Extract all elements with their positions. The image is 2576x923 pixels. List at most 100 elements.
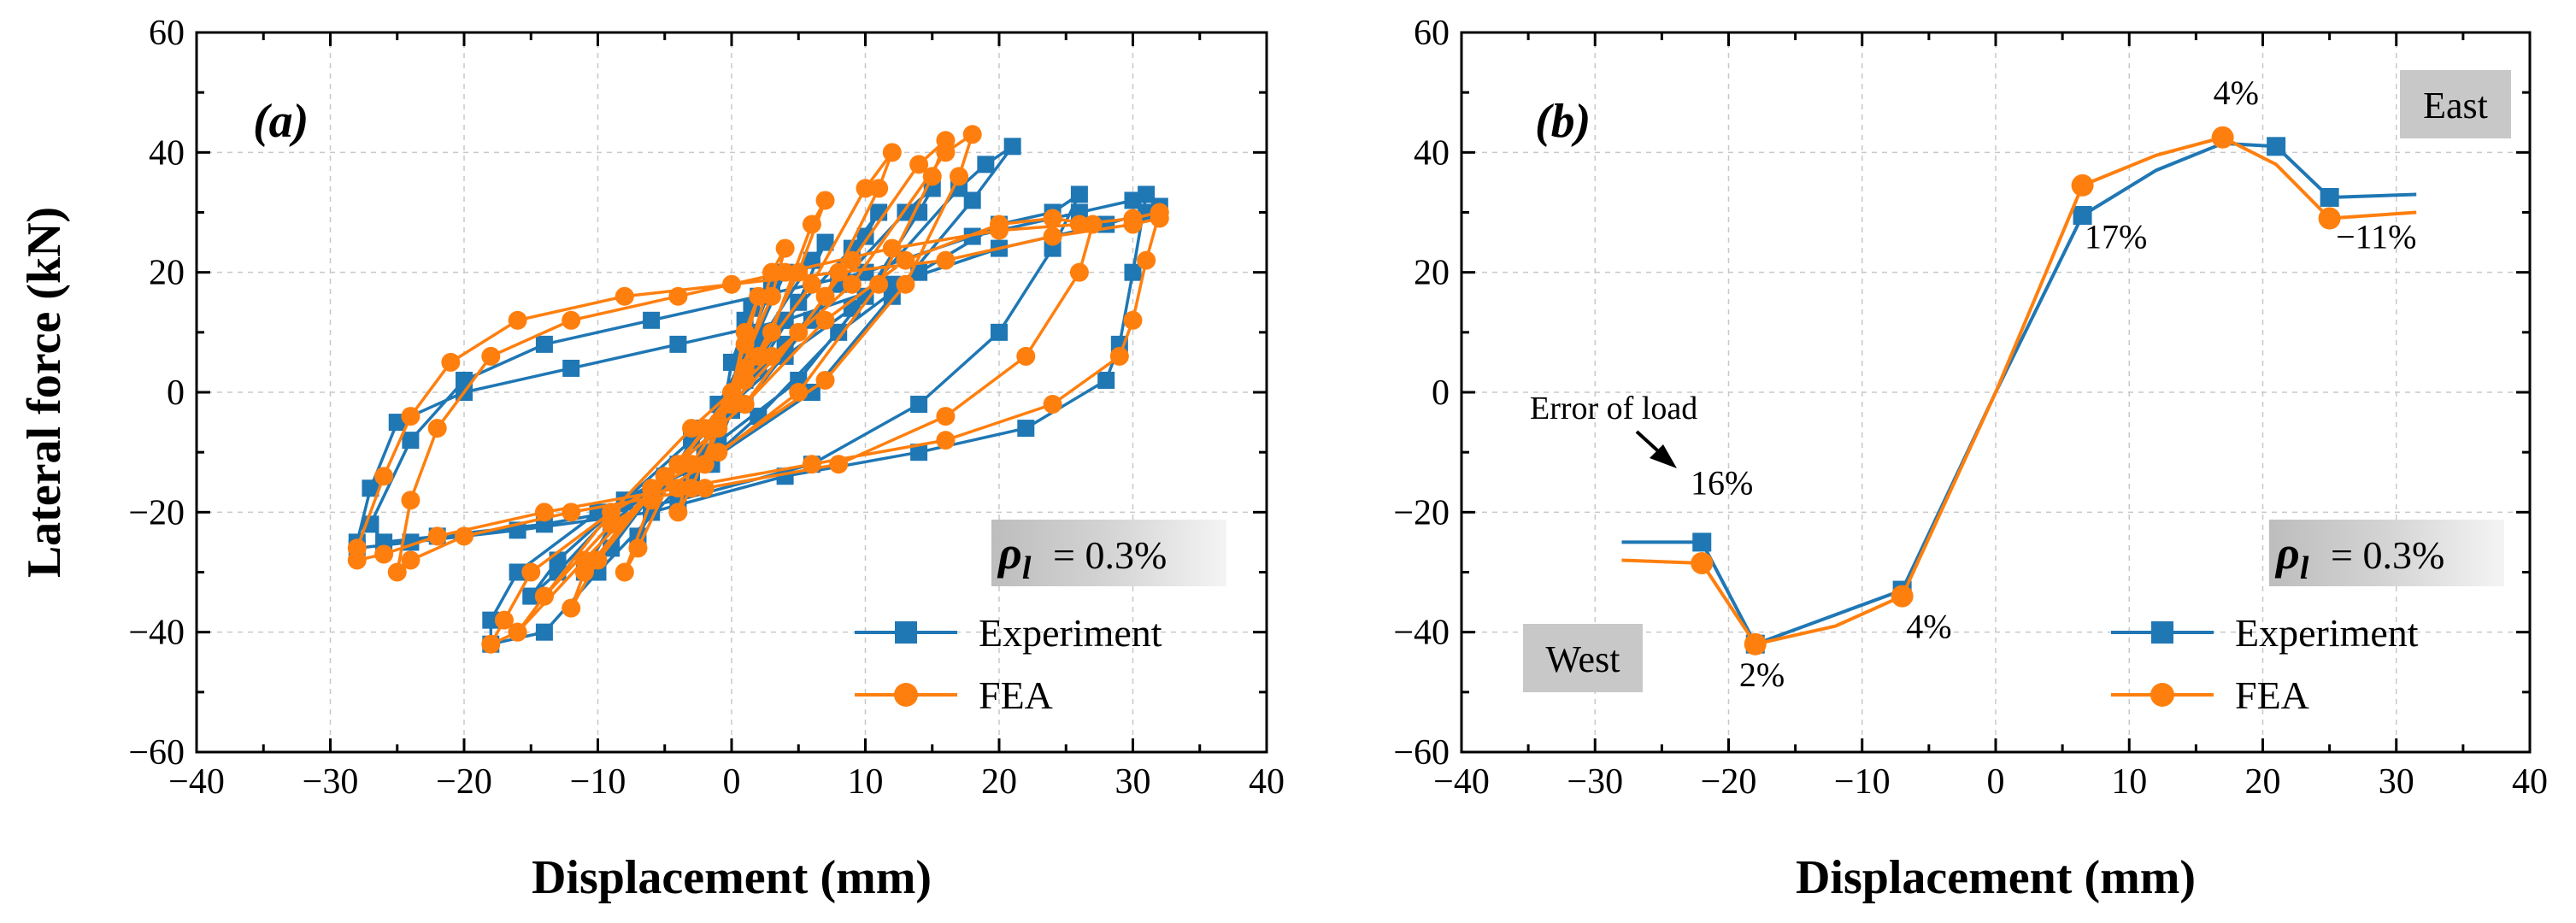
error-note-arrow-head <box>1650 444 1677 468</box>
legend-b: Experiment FEA <box>2111 611 2419 717</box>
x-tick-label-a-1: −30 <box>303 762 359 802</box>
panel-label-b: (b) <box>1535 95 1591 148</box>
marker-a-fea-14 <box>682 455 702 474</box>
y-axis-title-a: Lateral force (kN) <box>18 207 71 578</box>
marker-a-fea-85 <box>481 346 501 366</box>
marker-a-fea-50 <box>534 586 554 606</box>
marker-a-fea-65 <box>508 622 527 642</box>
marker-a-experiment-30 <box>856 227 874 245</box>
legend-a-fea-label: FEA <box>979 673 1053 717</box>
series-b <box>1621 126 2417 656</box>
marker-a-fea-58 <box>896 274 915 294</box>
marker-a-fea-37 <box>642 479 662 498</box>
marker-a-fea-27 <box>802 274 821 294</box>
east-label-text: East <box>2423 85 2488 126</box>
legend-b-fea-label: FEA <box>2235 673 2309 717</box>
marker-a-fea-78 <box>695 479 715 498</box>
marker-a-experiment-56 <box>977 156 995 173</box>
marker-a-fea-116 <box>1150 209 1169 228</box>
marker-b-fea-4 <box>1891 585 1914 608</box>
marker-a-fea-70 <box>896 250 915 270</box>
marker-a-fea-26 <box>749 346 768 366</box>
marker-a-fea-114 <box>1043 226 1062 246</box>
y-tick-label-b-5: −40 <box>1393 614 1450 653</box>
marker-a-fea-110 <box>615 286 634 306</box>
marker-a-fea-57 <box>950 167 969 186</box>
marker-b-experiment-9 <box>2320 187 2339 207</box>
marker-a-fea-19 <box>789 262 809 282</box>
marker-a-fea-88 <box>775 262 795 282</box>
error-label-4: 4% <box>2214 73 2259 112</box>
marker-a-fea-62 <box>521 562 541 582</box>
marker-a-fea-105 <box>347 538 367 558</box>
x-tick-label-b-7: 30 <box>2379 762 2414 802</box>
marker-a-fea-81 <box>401 550 421 570</box>
marker-a-experiment-77 <box>910 396 928 414</box>
rho-label-a: ρl = 0.3% <box>991 520 1226 586</box>
series-line-b-fea <box>1621 135 2417 646</box>
marker-a-fea-102 <box>427 526 447 546</box>
rho-label-a-symbol: ρl <box>997 527 1032 586</box>
marker-a-fea-55 <box>936 143 956 162</box>
x-tick-label-b-2: −20 <box>1701 762 1757 802</box>
marker-a-fea-74 <box>1069 262 1089 282</box>
x-tick-label-b-8: 40 <box>2512 762 2548 802</box>
marker-a-fea-86 <box>562 310 581 330</box>
legend-a: Experiment FEA <box>855 611 1162 717</box>
y-tick-label-a-6: −60 <box>128 733 185 773</box>
marker-a-fea-99 <box>802 455 821 474</box>
marker-a-fea-100 <box>668 479 688 498</box>
marker-a-fea-16 <box>762 322 781 342</box>
east-label-box <box>2400 70 2511 138</box>
marker-a-fea-17 <box>802 215 821 234</box>
marker-a-fea-22 <box>628 538 648 558</box>
marker-a-fea-109 <box>508 310 527 330</box>
legend-a-fea-marker <box>894 683 918 707</box>
marker-a-fea-77 <box>829 455 849 474</box>
marker-a-experiment-111 <box>883 275 901 293</box>
marker-a-fea-60 <box>709 443 728 462</box>
marker-a-fea-43 <box>922 167 942 186</box>
x-tick-label-b-0: −40 <box>1433 762 1490 802</box>
marker-a-fea-66 <box>574 550 594 570</box>
marker-a-fea-59 <box>815 370 835 390</box>
marker-a-fea-106 <box>374 467 394 486</box>
marker-a-fea-76 <box>936 407 956 426</box>
marker-a-experiment-63 <box>509 563 526 581</box>
x-tick-label-b-1: −30 <box>1567 762 1623 802</box>
legend-b-experiment-marker <box>2151 621 2173 644</box>
marker-a-experiment-84 <box>402 432 420 450</box>
marker-a-fea-40 <box>842 250 862 270</box>
marker-a-fea-112 <box>829 262 849 282</box>
legend-a-experiment-label: Experiment <box>979 611 1162 655</box>
y-tick-label-b-0: 60 <box>1414 14 1450 53</box>
marker-a-fea-73 <box>1083 215 1103 234</box>
marker-a-fea-35 <box>562 598 581 618</box>
x-tick-label-a-2: −20 <box>436 762 492 802</box>
marker-a-fea-89 <box>882 238 902 258</box>
marker-a-experiment-43 <box>910 203 928 221</box>
marker-a-experiment-98 <box>910 444 928 462</box>
y-tick-label-a-5: −40 <box>128 614 185 653</box>
marker-a-fea-2 <box>749 286 768 306</box>
error-label-2: 4% <box>1906 608 1951 646</box>
marker-b-fea-1 <box>1691 551 1714 574</box>
rho-label-b-value: = 0.3% <box>2331 533 2444 577</box>
marker-a-fea-111 <box>722 274 741 294</box>
marker-a-fea-10 <box>762 286 781 306</box>
y-tick-label-b-2: 20 <box>1414 254 1450 293</box>
marker-a-experiment-97 <box>1017 420 1035 438</box>
marker-a-fea-38 <box>722 395 741 414</box>
marker-a-fea-54 <box>842 274 862 294</box>
marker-a-fea-44 <box>869 274 889 294</box>
rho-label-b: ρl = 0.3% <box>2269 520 2504 586</box>
marker-b-experiment-1 <box>1692 532 1712 552</box>
marker-a-fea-107 <box>401 407 421 426</box>
marker-a-experiment-96 <box>1097 371 1115 389</box>
rho-label-a-value: = 0.3% <box>1053 533 1167 577</box>
marker-a-experiment-64 <box>482 611 500 629</box>
y-tick-label-b-3: 0 <box>1432 373 1450 413</box>
marker-a-fea-75 <box>1016 346 1036 366</box>
